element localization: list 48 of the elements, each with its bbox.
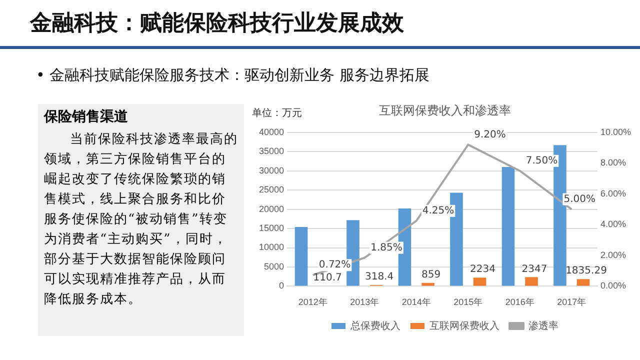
- data-label: 318.4: [364, 272, 394, 283]
- data-label: 4.25%: [422, 205, 454, 216]
- text: 当前保险科技渗透率最高的领域，第三方保险销售平台的崛起改变了传统保险繁琐的销售模式，线上聚合服务和比价服务使保险的“被动销售”转变为消费者“主动购买”，同时，部分基于大数据智能保险顾问可以实现精准推荐产品，从而降低服务成本。: [44, 132, 238, 307]
- data-label: 2347: [522, 264, 548, 275]
- data-label: 7.50%: [526, 155, 558, 166]
- y-tick-label: 10000: [258, 242, 284, 252]
- y2-tick-label: 6.00%: [600, 188, 626, 198]
- y2-tick-label: 8.00%: [600, 158, 626, 168]
- x-tick-label: 2016年: [505, 297, 534, 308]
- data-label: 1835.29: [566, 266, 607, 277]
- x-tick-label: 2012年: [298, 297, 328, 308]
- text: 保险销售渠道: [44, 108, 129, 126]
- y-tick-label: 35000: [258, 146, 284, 156]
- y-tick-label: 0: [279, 280, 284, 291]
- data-label: 110.7: [313, 272, 342, 284]
- y-tick-label: 20000: [258, 204, 284, 214]
- y2-tick-label: 2.00%: [600, 250, 626, 260]
- y2-tick-label: 4.00%: [600, 219, 626, 230]
- x-tick-label: 2017年: [557, 297, 586, 308]
- text: 金融科技：赋能保险科技行业发展成效: [30, 9, 404, 38]
- data-label: 1.85%: [370, 242, 402, 254]
- x-tick-label: 2014年: [402, 297, 431, 308]
- y-tick-label: 15000: [258, 223, 284, 234]
- y2-tick-label: 0.00%: [600, 280, 626, 291]
- x-tick-label: 2013年: [350, 297, 380, 308]
- data-label: 9.20%: [474, 129, 506, 140]
- text: • 金融科技赋能保险服务技术：驱动创新业务 服务边界拓展: [36, 66, 430, 85]
- chart-title: 互联网保费收入和渗透率: [379, 104, 511, 118]
- bar: [525, 277, 538, 286]
- data-label: 0.72%: [318, 260, 351, 271]
- data-label: 5.00%: [564, 194, 596, 205]
- legend-label: 总保费收入: [350, 320, 400, 332]
- x-tick-label: 2015年: [454, 297, 483, 308]
- bar: [422, 282, 434, 286]
- text: 单位：万元: [252, 106, 302, 120]
- y-tick-label: 25000: [258, 184, 284, 195]
- y-tick-label: 5000: [264, 261, 284, 272]
- y2-tick-label: 10.00%: [600, 126, 632, 137]
- bar: [294, 226, 308, 286]
- bar: [502, 167, 515, 286]
- data-label: 859: [421, 269, 441, 280]
- data-label: 2234: [470, 264, 496, 276]
- legend-label: 渗透率: [528, 320, 558, 332]
- bar: [473, 278, 486, 286]
- bar: [576, 279, 590, 286]
- y-tick-label: 40000: [258, 126, 284, 137]
- y-tick-label: 30000: [258, 165, 284, 176]
- legend-label: 互联网保费收入: [430, 320, 500, 332]
